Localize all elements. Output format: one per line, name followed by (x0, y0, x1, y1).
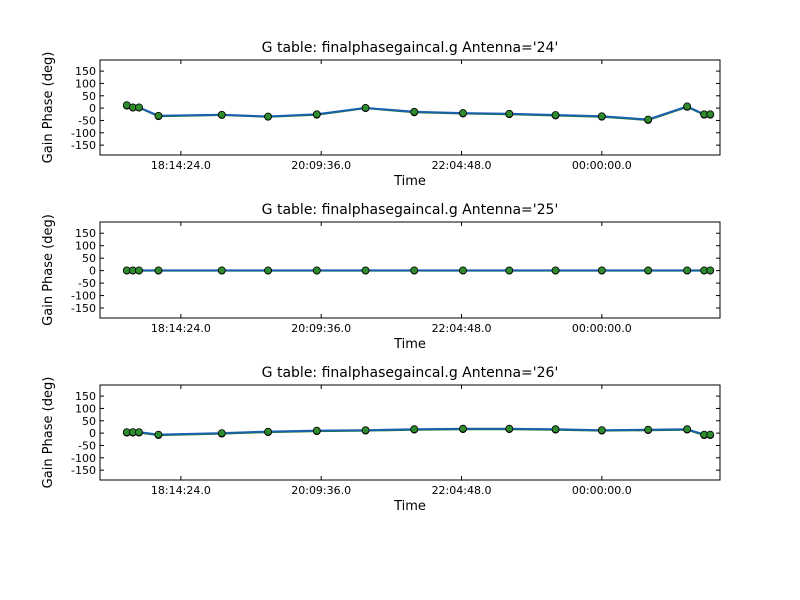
panel-1-series-1-point (361, 266, 370, 275)
panel-2-ytick-label: -100 (71, 452, 96, 465)
panel-1-series-1-point (597, 266, 606, 275)
panel-1-series-1-point (135, 266, 143, 275)
panel-0-xtick-label: 20:09:36.0 (291, 159, 351, 172)
panel-1-series-1-point (706, 266, 715, 275)
panel-0-ylabel: Gain Phase (deg) (41, 52, 56, 164)
panel-1-series-1-point (217, 266, 226, 275)
panel-0-series-1-point (264, 112, 272, 121)
panel-1-xtick-label: 22:04:48.0 (432, 322, 492, 335)
panel-1-ytick-label: 150 (75, 227, 96, 240)
panel-0-series-1-point (361, 103, 370, 112)
panel-2-xlabel: Time (393, 499, 426, 514)
panel-1-xtick-label: 18:14:24.0 (151, 322, 211, 335)
panel-2-series-1-point (644, 425, 653, 434)
panel-0-ytick-label: 100 (75, 77, 96, 90)
panel-2-ytick-label: -50 (78, 439, 96, 452)
panel-0-xtick-label: 00:00:00.0 (572, 159, 632, 172)
panel-0-xlabel: Time (393, 174, 426, 189)
panel-2-ytick-label: -150 (71, 464, 96, 477)
panel-2-series-1-point (410, 425, 419, 434)
panel-2-series-1-point (217, 429, 226, 438)
panel-1-ytick-label: 0 (89, 265, 96, 278)
panel-2-ytick-label: 150 (75, 390, 96, 403)
panel-1-ytick-label: -50 (78, 277, 96, 290)
panel-0-xtick-label: 22:04:48.0 (432, 159, 492, 172)
panel-0-series-1-point (135, 103, 143, 112)
panel-0-ytick-label: 150 (75, 65, 96, 78)
panel-1-ytick-label: 100 (75, 240, 96, 253)
panel-2-xtick-label: 20:09:36.0 (291, 484, 351, 497)
panel-2-series-1-point (683, 425, 692, 434)
panel-0-series-1-point (217, 110, 226, 119)
panel-2-series-1-point (135, 428, 143, 437)
panel-2-xtick-label: 00:00:00.0 (572, 484, 632, 497)
panel-0-series-1-point (505, 109, 514, 118)
panel-0-series-1-point (597, 112, 606, 121)
panel-1-series-1-point (410, 266, 419, 275)
panel-0-title: G table: finalphasegaincal.g Antenna='24… (262, 40, 559, 56)
panel-0-series-1-point (644, 115, 653, 124)
panel-2-ytick-label: 50 (82, 415, 96, 428)
panel-0-ytick-label: 0 (89, 102, 96, 115)
panel-2-xtick-label: 22:04:48.0 (432, 484, 492, 497)
panel-2-series-1-point (154, 430, 163, 439)
panel-2-ytick-label: 100 (75, 402, 96, 415)
panel-0-series-1-point (551, 111, 560, 119)
panel-1-title: G table: finalphasegaincal.g Antenna='25… (262, 202, 559, 218)
panel-2-axes-frame (99, 384, 721, 481)
panel-2-ytick-label: 0 (89, 427, 96, 440)
panel-2-series-1-point (312, 426, 321, 435)
panel-1-xtick-label: 20:09:36.0 (291, 322, 351, 335)
panel-2-series-1-point (505, 424, 514, 433)
panel-2-title: G table: finalphasegaincal.g Antenna='26… (262, 365, 559, 381)
panel-2-series-1-point (361, 426, 370, 435)
panel-0-ytick-label: 50 (82, 90, 96, 103)
panel-1-ytick-label: -150 (71, 302, 96, 315)
panel-2-xtick-label: 18:14:24.0 (151, 484, 211, 497)
panel-1-ylabel: Gain Phase (deg) (41, 214, 56, 326)
panel-2-series-1-point (597, 426, 606, 435)
panel-1-series-1-point (551, 266, 560, 275)
panel-0-ytick-label: -50 (78, 114, 96, 127)
panel-0-series-1-point (459, 109, 467, 117)
panel-0-xtick-label: 18:14:24.0 (151, 159, 211, 172)
panel-0-series-1-line (126, 104, 711, 121)
panel-1-series-1-point (459, 266, 467, 275)
panel-1-series-1-point (264, 266, 272, 275)
panel-1-xlabel: Time (393, 337, 426, 352)
panel-2-series-1-point (706, 430, 715, 439)
panel-2-series-1-point (459, 424, 467, 433)
panel-2-series-1-point (264, 427, 272, 436)
panel-1-ytick-label: -100 (71, 290, 96, 303)
panel-2-series-1-line (126, 427, 711, 436)
panel-0-series-1-point (410, 107, 419, 116)
panel-1-series-1-point (312, 266, 321, 275)
panel-1-ytick-label: 50 (82, 252, 96, 265)
panel-0-series-1-point (154, 111, 163, 120)
panel-1-series-1-point (644, 266, 653, 275)
panel-1-xtick-label: 00:00:00.0 (572, 322, 632, 335)
panel-0-series-1-point (706, 110, 715, 119)
panel-2-series-1-point (551, 425, 560, 434)
panel-1-series-1-point (505, 266, 514, 275)
panel-0-ytick-label: -150 (71, 139, 96, 152)
panel-1-series-1-point (683, 266, 692, 275)
panel-0-series-1-point (683, 102, 692, 111)
panel-2-ylabel: Gain Phase (deg) (41, 377, 56, 489)
panel-0-ytick-label: -100 (71, 127, 96, 140)
panel-0-axes-frame (99, 59, 721, 156)
panel-1-series-1-point (154, 266, 163, 275)
panel-0-series-1-point (312, 110, 321, 119)
panel-1-axes-frame (99, 221, 721, 319)
